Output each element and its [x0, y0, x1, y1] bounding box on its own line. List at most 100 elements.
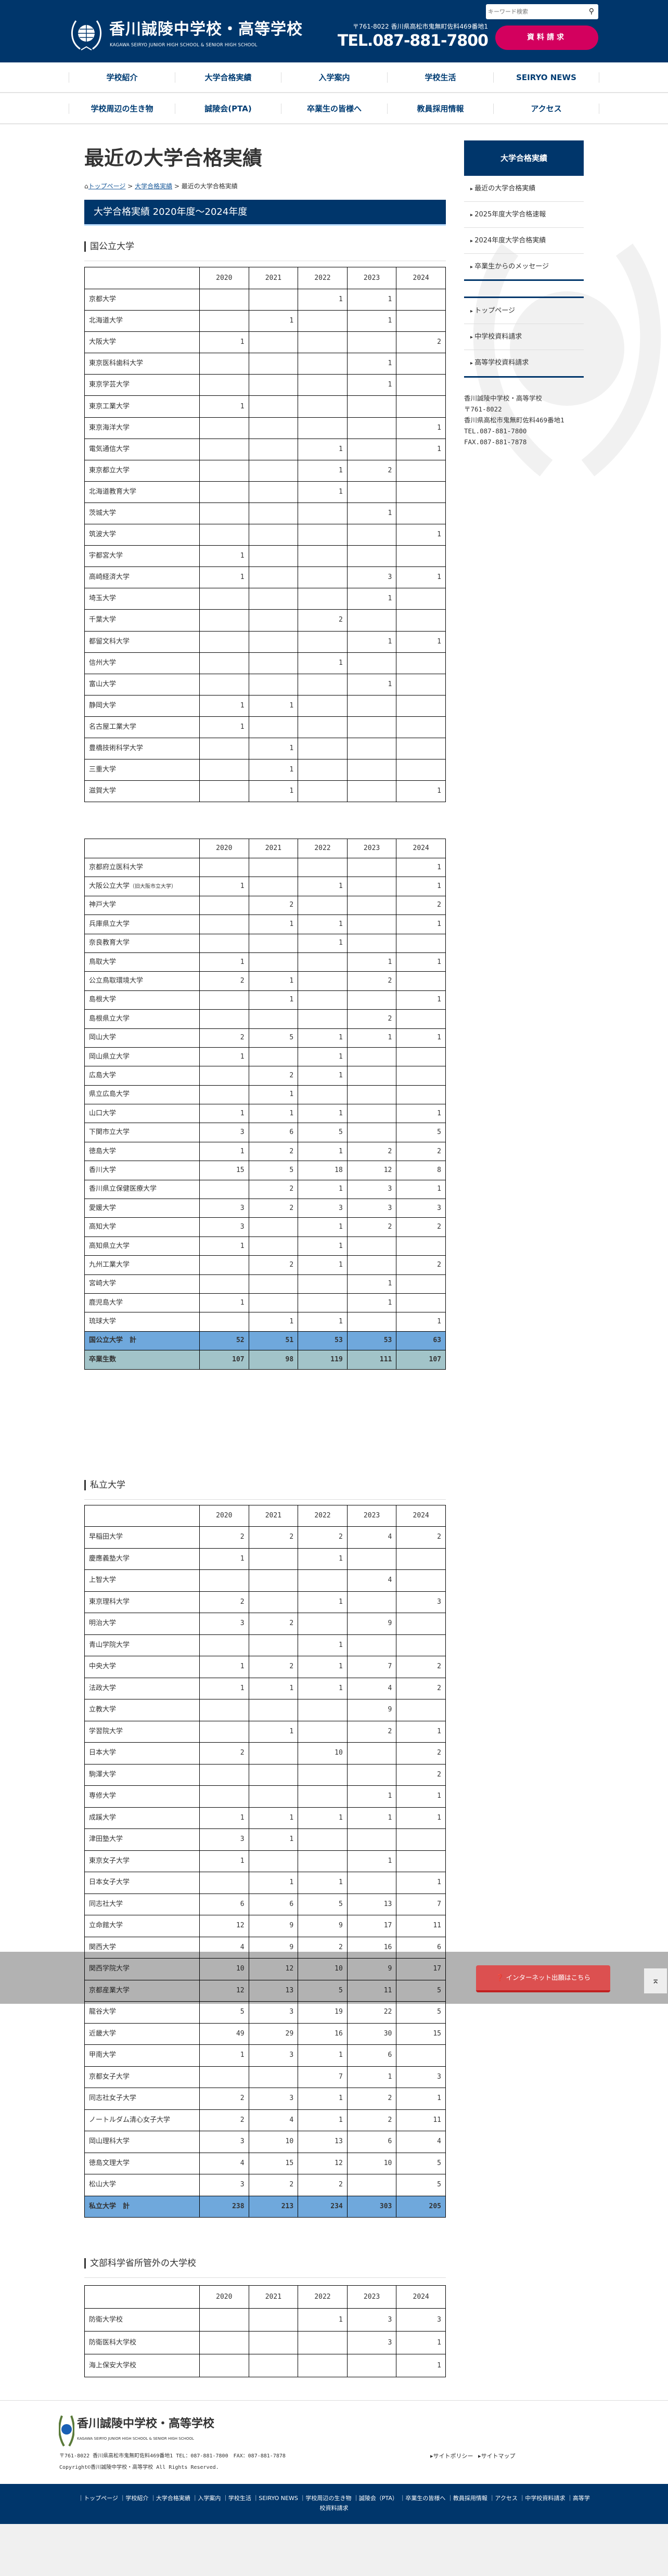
university-name: 駒澤大学	[84, 1763, 200, 1786]
sidebar-link[interactable]: トップページ	[464, 298, 584, 324]
sidebar-link[interactable]: 高等学校資料請求	[464, 350, 584, 376]
count-cell: 1	[298, 877, 348, 896]
sitemap-link[interactable]: ▸サイトマップ	[478, 2453, 516, 2459]
count-cell	[199, 652, 249, 674]
count-cell: 1	[298, 1047, 348, 1067]
search-icon[interactable]: ⚲	[588, 7, 594, 16]
count-cell: 1	[298, 1236, 348, 1256]
count-cell: 1	[298, 1217, 348, 1237]
table-row: 駒澤大学 2	[84, 1763, 446, 1786]
footer-nav-link[interactable]: 学校周辺の生き物	[300, 2495, 351, 2502]
sidebar-item[interactable]: 2024年度大学合格実績	[464, 228, 584, 254]
count-cell	[199, 310, 249, 332]
count-cell: 3	[199, 1123, 249, 1142]
count-cell	[346, 1085, 397, 1105]
year-header: 2022	[298, 839, 348, 858]
count-cell: 3	[199, 1828, 249, 1851]
footer-nav-link[interactable]: 大学合格実績	[150, 2495, 190, 2502]
nav-item[interactable]: 学校紹介	[69, 72, 175, 83]
table-row: 徳島文理大学 4 15 12 10 5	[84, 2152, 446, 2174]
count-cell	[248, 1785, 299, 1808]
table-row: 京都大学 1 1	[84, 288, 446, 311]
count-cell: 1	[248, 1872, 299, 1894]
nav-item[interactable]: SEIRYO NEWS	[493, 72, 599, 83]
count-cell	[396, 1293, 446, 1313]
count-cell	[396, 1828, 446, 1851]
nav-item[interactable]: 学校生活	[387, 72, 493, 83]
site-policy-link[interactable]: ▸サイトポリシー	[430, 2453, 473, 2459]
table-row: 電気通信大学 1 1	[84, 438, 446, 460]
count-cell: 1	[346, 353, 397, 375]
count-cell	[396, 1085, 446, 1105]
count-cell	[199, 374, 249, 396]
arrow-up-icon: ⌅	[651, 1975, 660, 1986]
count-cell: 1	[298, 1656, 348, 1678]
footer-nav-link[interactable]: 入学案内	[192, 2495, 221, 2502]
breadcrumb-link[interactable]: トップページ	[88, 183, 126, 190]
count-cell	[298, 2354, 348, 2377]
internet-application-button[interactable]: ❓ インターネット出願はこちら	[476, 1965, 610, 1992]
count-cell: 5	[396, 2174, 446, 2196]
sidebar-item[interactable]: 2025年度大学合格速報	[464, 202, 584, 228]
copyright: Copyright©香川誠陵中学校・高等学校 All Rights Reserv…	[59, 2465, 219, 2470]
nav-item[interactable]: 入学案内	[281, 72, 387, 83]
page-top-button[interactable]: ⌅	[644, 1968, 667, 1993]
nav-item[interactable]: 学校周辺の生き物	[69, 103, 175, 114]
breadcrumb-link[interactable]: 大学合格実績	[135, 183, 173, 190]
table-row: 県立広島大学 1	[84, 1085, 446, 1105]
count-cell: 6	[248, 1893, 299, 1915]
university-name: 東京海洋大学	[84, 417, 200, 439]
nav-item[interactable]: 大学合格実績	[175, 72, 281, 83]
count-cell: 3	[346, 1199, 397, 1218]
table-row: 公立鳥取環境大学 2 1 2	[84, 971, 446, 991]
count-cell	[346, 915, 397, 934]
footer-nav-link[interactable]: 学校紹介	[120, 2495, 148, 2502]
footer-nav-link[interactable]: 中学校資料請求	[519, 2495, 565, 2502]
count-cell: 1	[199, 395, 249, 418]
count-cell	[199, 1569, 249, 1592]
search-input[interactable]	[486, 4, 580, 19]
count-cell: 1	[248, 1807, 299, 1829]
count-cell: 1	[346, 310, 397, 332]
nav-item[interactable]: 教員採用情報	[387, 103, 493, 114]
table-row: 静岡大学 1 1	[84, 694, 446, 717]
footer-nav-link[interactable]: 教員採用情報	[447, 2495, 487, 2502]
nav-item[interactable]: アクセス	[493, 103, 599, 114]
university-name: 明治大学	[84, 1613, 200, 1635]
count-cell: 1	[298, 2088, 348, 2110]
sidebar-item[interactable]: 卒業生からのメッセージ	[464, 254, 584, 280]
table-row: 海上保安大学校 1	[84, 2354, 446, 2377]
table-row: 三重大学 1	[84, 759, 446, 781]
table-row: 立教大学 9	[84, 1699, 446, 1721]
site-title[interactable]: 香川誠陵中学校・高等学校	[109, 20, 303, 38]
nav-item[interactable]: 卒業生の皆様へ	[281, 103, 387, 114]
school-logo-icon[interactable]	[69, 17, 104, 53]
footer-nav-link[interactable]: 学校生活	[223, 2495, 251, 2502]
footer-nav-link[interactable]: 誠陵会（PTA）	[353, 2495, 398, 2502]
footer-nav-link[interactable]: 卒業生の皆様へ	[400, 2495, 445, 2502]
university-name: 徳島大学	[84, 1141, 200, 1162]
count-cell	[298, 1699, 348, 1721]
footer-nav-link[interactable]: トップページ	[78, 2495, 118, 2502]
count-cell: 22	[346, 2001, 397, 2024]
search-box[interactable]: ⚲	[486, 4, 598, 19]
university-name: 筑波大学	[84, 524, 200, 546]
count-cell	[396, 1699, 446, 1721]
university-name: 島根県立大学	[84, 1009, 200, 1029]
request-materials-button[interactable]: 資料請求	[495, 25, 598, 50]
footer-nav-link[interactable]: アクセス	[489, 2495, 517, 2502]
nav-item[interactable]: 誠陵会(PTA)	[175, 103, 281, 114]
count-cell	[248, 288, 299, 311]
count-cell	[396, 737, 446, 760]
sidebar-link[interactable]: 中学校資料請求	[464, 324, 584, 350]
count-cell	[199, 288, 249, 311]
home-icon: ⌂	[84, 183, 88, 190]
header-row: 2020 2021 2022 2023 2024	[84, 267, 446, 289]
count-cell	[248, 588, 299, 610]
footer-nav-link[interactable]: SEIRYO NEWS	[253, 2495, 298, 2502]
header-row: 2020 2021 2022 2023 2024	[84, 2285, 446, 2309]
table-row: 神戸大学 2 2	[84, 895, 446, 916]
count-cell	[298, 1569, 348, 1592]
sidebar-item[interactable]: 最近の大学合格実績	[464, 176, 584, 202]
count-cell: 53	[298, 1331, 348, 1351]
